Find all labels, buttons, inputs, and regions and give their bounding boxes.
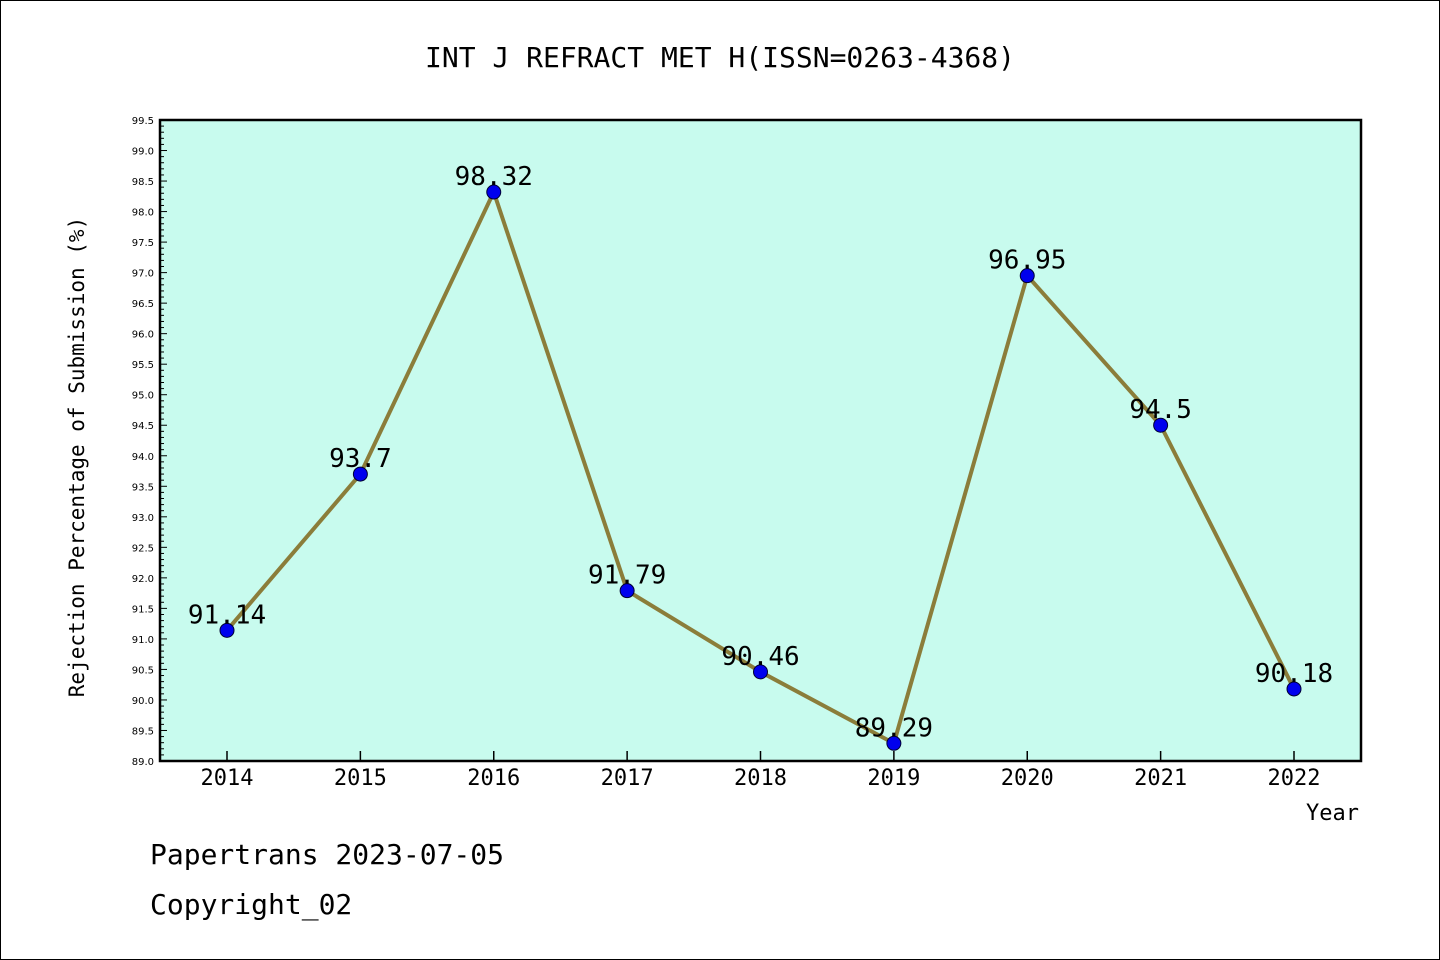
data-point	[1286, 681, 1302, 697]
data-label: 93.7	[329, 444, 392, 474]
data-point	[619, 583, 635, 599]
y-tick-label: 96.5	[132, 299, 154, 310]
data-points	[219, 184, 1302, 751]
x-tick-label: 2015	[334, 766, 387, 791]
y-tick-label: 91.5	[132, 604, 154, 615]
y-tick-label: 97.5	[132, 238, 154, 249]
data-label: 90.18	[1255, 659, 1333, 689]
data-point	[886, 735, 902, 751]
y-tick-label: 92.0	[132, 574, 154, 585]
y-tick-label: 93.0	[132, 513, 154, 524]
x-tick-label: 2017	[601, 766, 654, 791]
y-tick-label: 96.0	[132, 330, 154, 341]
x-tick-label: 2020	[1001, 766, 1054, 791]
y-tick-label: 90.0	[132, 696, 154, 707]
plot-area	[158, 118, 1363, 763]
data-label: 91.14	[188, 600, 266, 630]
data-label: 98.32	[455, 162, 533, 192]
x-tick-label: 2021	[1134, 766, 1187, 791]
footer-date: Papertrans 2023-07-05	[150, 838, 504, 871]
data-point	[753, 664, 768, 680]
x-tick-label: 2014	[201, 766, 254, 791]
x-tick-label: 2019	[867, 766, 920, 791]
x-axis-label: Year	[1306, 801, 1359, 826]
y-tick-label: 90.5	[132, 665, 154, 676]
y-tick-label: 95.0	[132, 391, 154, 402]
data-labels: 91.14 93.7 98.32 91.79 90.46 89.29 96.95 94.5 90…	[188, 162, 1333, 743]
data-point	[352, 466, 368, 482]
data-label: 91.79	[588, 561, 666, 591]
y-axis-label: Rejection Percentage of Submission (%)	[65, 217, 89, 697]
y-tick-label: 99.0	[132, 147, 154, 158]
x-tick-label: 2022	[1268, 766, 1321, 791]
y-tick-label: 98.0	[132, 208, 154, 219]
y-tick-label: 99.5	[132, 116, 154, 127]
data-point	[486, 184, 502, 200]
y-tick-label: 91.0	[132, 635, 154, 646]
x-axis-ticks: 2014 2015 2016 2017 2018 2019 2020 2021 2022	[201, 751, 1321, 791]
chart-title: INT J REFRACT MET H(ISSN=0263-4368)	[425, 41, 1015, 74]
data-label: 90.46	[721, 642, 799, 672]
y-tick-label: 94.5	[132, 421, 154, 432]
data-label: 94.5	[1129, 395, 1192, 425]
footer-copyright: Copyright_02	[150, 888, 352, 922]
data-label: 89.29	[855, 713, 933, 743]
data-point	[1019, 268, 1035, 284]
y-tick-label: 93.5	[132, 482, 154, 493]
x-tick-label: 2018	[734, 766, 787, 791]
y-tick-label: 94.0	[132, 452, 154, 463]
x-tick-label: 2016	[467, 766, 520, 791]
y-tick-label: 89.5	[132, 726, 154, 737]
y-tick-label: 92.5	[132, 543, 154, 554]
data-label: 96.95	[988, 246, 1066, 276]
y-tick-label: 95.5	[132, 360, 154, 371]
y-tick-label: 97.0	[132, 269, 154, 280]
y-tick-label: 89.0	[132, 757, 154, 768]
data-point	[219, 622, 235, 638]
y-tick-label: 98.5	[132, 177, 154, 188]
y-axis-ticks: 89.0 89.5 90.0 90.5 91.0 91.5 92.0 92.5 93.0 93.5…	[132, 116, 167, 768]
data-point	[1153, 417, 1169, 433]
